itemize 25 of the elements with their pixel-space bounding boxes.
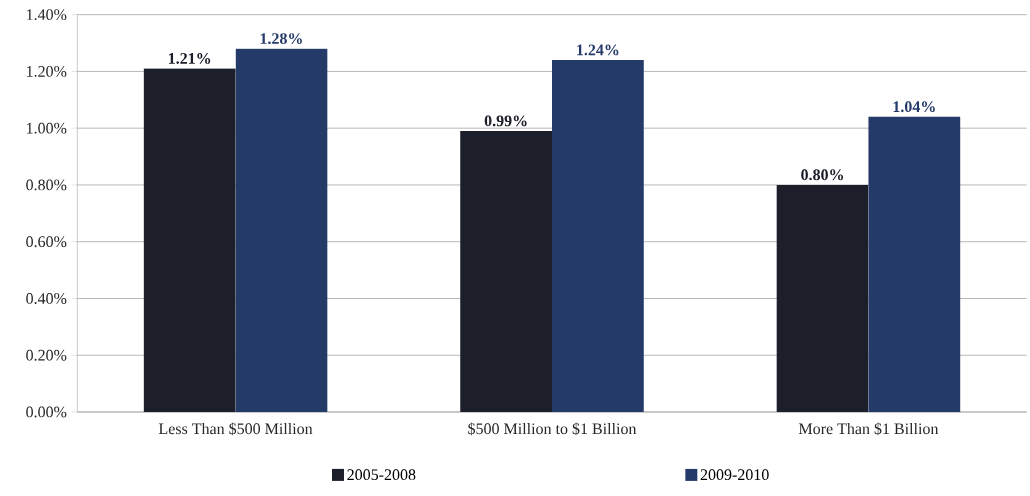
x-tick-label: Less Than $500 Million	[158, 422, 313, 436]
y-tick-label: 1.40%	[27, 9, 67, 21]
y-tick-label: 0.60%	[26, 236, 67, 248]
y-tick-label: 0.00%	[26, 406, 67, 418]
data-label: 1.21%	[168, 53, 211, 64]
bar	[460, 131, 553, 412]
data-label: 0.99%	[484, 115, 527, 127]
legend-label: 2009-2010	[700, 469, 769, 481]
data-label: 0.80%	[801, 169, 844, 181]
y-tick-label: 1.20%	[27, 65, 67, 77]
y-tick-label: 0.40%	[26, 293, 67, 304]
data-label: 1.04%	[893, 101, 935, 113]
legend-label: 2005-2008	[347, 469, 416, 481]
data-label: 1.24%	[577, 44, 619, 56]
y-tick-label: 1.00%	[27, 122, 67, 134]
x-tick-label: More Than $1 Billion	[798, 422, 939, 436]
y-tick-label: 0.80%	[26, 179, 67, 191]
bar	[143, 68, 236, 412]
x-tick-label: $500 Million to $1 Billion	[468, 422, 637, 436]
bar	[552, 60, 644, 412]
bar	[235, 48, 328, 412]
data-label: 1.28%	[260, 33, 302, 45]
bar	[868, 116, 961, 412]
y-tick-label: 0.20%	[26, 349, 67, 361]
bar	[776, 184, 869, 412]
